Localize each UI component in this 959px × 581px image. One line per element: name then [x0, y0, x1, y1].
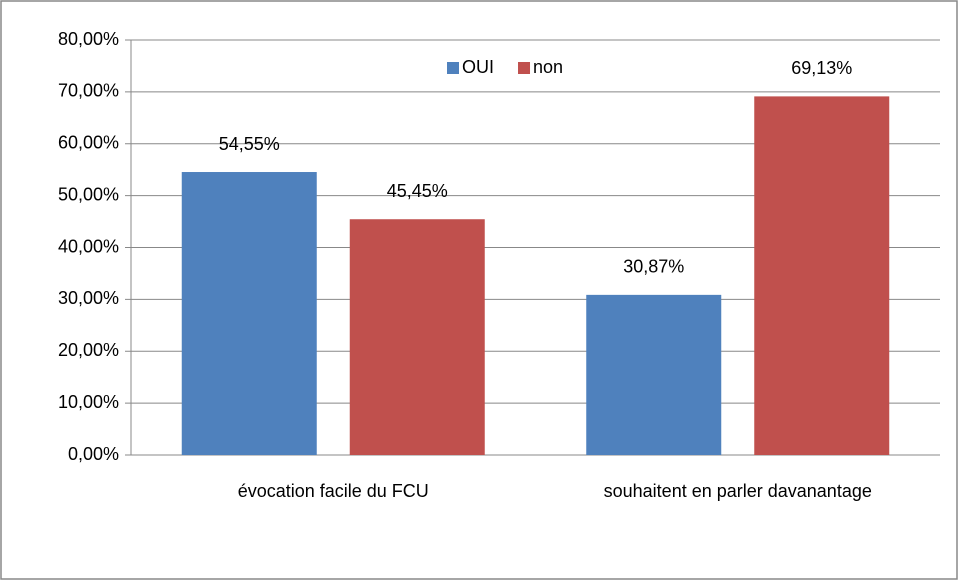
bar	[754, 96, 890, 455]
y-tick-label: 50,00%	[58, 184, 119, 204]
bar	[181, 172, 317, 455]
y-tick-label: 70,00%	[58, 81, 119, 101]
x-tick-label: souhaitent en parler davanantage	[604, 481, 872, 501]
y-tick-label: 10,00%	[58, 392, 119, 412]
value-label: 54,55%	[219, 134, 280, 154]
y-tick-label: 20,00%	[58, 340, 119, 360]
y-tick-label: 80,00%	[58, 29, 119, 49]
legend-label: OUI	[462, 57, 494, 77]
y-tick-label: 0,00%	[68, 444, 119, 464]
legend-label: non	[533, 57, 563, 77]
value-label: 45,45%	[387, 181, 448, 201]
legend-swatch	[447, 62, 459, 74]
bar	[586, 294, 722, 455]
legend-swatch	[518, 62, 531, 74]
y-tick-label: 60,00%	[58, 133, 119, 153]
value-label: 30,87%	[623, 257, 684, 277]
y-tick-label: 40,00%	[58, 236, 119, 256]
y-tick-label: 30,00%	[58, 288, 119, 308]
x-tick-label: évocation facile du FCU	[238, 481, 429, 501]
value-label: 69,13%	[791, 58, 852, 78]
bar	[349, 219, 485, 455]
